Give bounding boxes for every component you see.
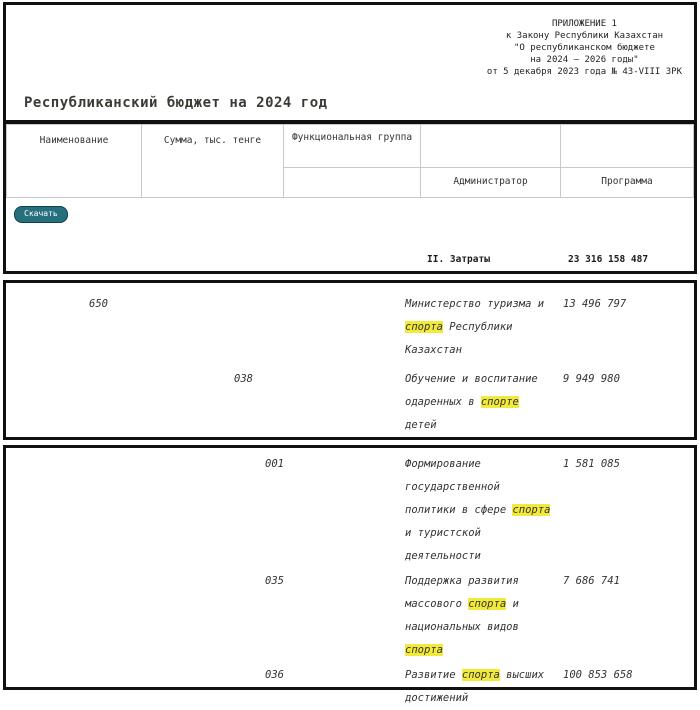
- page-title: Республиканский бюджет на 2024 год: [24, 95, 328, 111]
- appendix-line: ПРИЛОЖЕНИЕ 1: [551, 19, 617, 29]
- appendix-line: от 5 декабря 2023 года № 43-VIII ЗРК: [486, 67, 682, 77]
- table-body-section-1: 650 Министерство туризма и спорта Респуб…: [3, 280, 697, 440]
- amount-cell: 7 686 741: [563, 575, 620, 587]
- title-divider: [6, 120, 694, 124]
- highlighted-term: спорта: [512, 504, 551, 516]
- administrator-cell: [116, 570, 261, 662]
- table-row: 035 Поддержка развития массового спорта …: [6, 568, 694, 662]
- header-section: ПРИЛОЖЕНИЕ 1 к Закону Республики Казахст…: [3, 2, 697, 274]
- functional-group-cell: [6, 453, 116, 568]
- name-cell: Обучение и воспитание одаренных в спорте…: [405, 373, 538, 431]
- table-row: 038 Обучение и воспитание одаренных в сп…: [6, 362, 694, 437]
- name-cell: Формирование государственной политики в …: [405, 458, 551, 562]
- functional-group-cell: [6, 570, 116, 662]
- administrator-cell: [116, 453, 261, 568]
- column-header-empty: [421, 124, 561, 168]
- functional-group-cell: 650: [89, 298, 108, 310]
- column-header-empty: [561, 124, 694, 168]
- functional-group-cell: [6, 368, 116, 437]
- appendix-line: на 2024 – 2026 годы": [530, 55, 639, 65]
- amount-cell: 1 581 085: [563, 458, 620, 470]
- table-row: 650 Министерство туризма и спорта Респуб…: [6, 283, 694, 362]
- name-cell: Развитие спорта высших достижений: [405, 669, 545, 704]
- appendix-line: "О республиканском бюджете: [514, 43, 655, 53]
- program-cell: [261, 368, 401, 437]
- highlighted-term: спорта: [405, 644, 443, 656]
- program-cell: 035: [265, 575, 284, 587]
- column-header-program: Программа: [561, 168, 694, 198]
- download-button[interactable]: Скачать: [14, 206, 68, 223]
- appendix-block: ПРИЛОЖЕНИЕ 1 к Закону Республики Казахст…: [6, 5, 694, 78]
- highlighted-term: спорта: [468, 598, 507, 610]
- amount-cell: 13 496 797: [563, 298, 627, 310]
- toolbar: Скачать: [6, 198, 694, 223]
- program-cell: 001: [265, 458, 284, 470]
- highlighted-term: спорта: [461, 669, 500, 681]
- administrator-cell: [116, 293, 261, 362]
- totals-amount: 23 316 158 487: [568, 254, 649, 265]
- highlighted-term: спорта: [405, 321, 443, 333]
- name-cell: Поддержка развития массового спорта и на…: [405, 575, 519, 656]
- totals-row: II. Затраты 23 316 158 487: [6, 254, 694, 265]
- table-header: Функциональная группа Наименование Сумма…: [6, 124, 694, 198]
- column-header-functional-group: Функциональная группа: [284, 124, 421, 168]
- administrator-cell: 038: [234, 373, 253, 385]
- column-header-sum: Сумма, тыс. тенге: [142, 124, 284, 198]
- highlighted-term: спорте: [480, 396, 519, 408]
- program-cell: [261, 293, 401, 362]
- appendix-line: к Закону Республики Казахстан: [505, 31, 664, 41]
- amount-cell: 100 853 658: [563, 669, 633, 681]
- column-header-administrator: Администратор: [421, 168, 561, 198]
- name-cell: Министерство туризма и спорта Республики…: [405, 298, 545, 356]
- amount-cell: 9 949 980: [563, 373, 620, 385]
- program-cell: 036: [265, 669, 284, 681]
- functional-group-cell: [6, 664, 116, 710]
- column-header-name: Наименование: [7, 124, 142, 198]
- table-row: 036 Развитие спорта высших достижений 10…: [6, 662, 694, 710]
- table-body-section-2: 001 Формирование государственной политик…: [3, 445, 697, 704]
- totals-label: II. Затраты: [427, 254, 490, 265]
- column-header-empty: [284, 168, 421, 198]
- administrator-cell: [116, 664, 261, 710]
- table-row: 001 Формирование государственной политик…: [6, 448, 694, 568]
